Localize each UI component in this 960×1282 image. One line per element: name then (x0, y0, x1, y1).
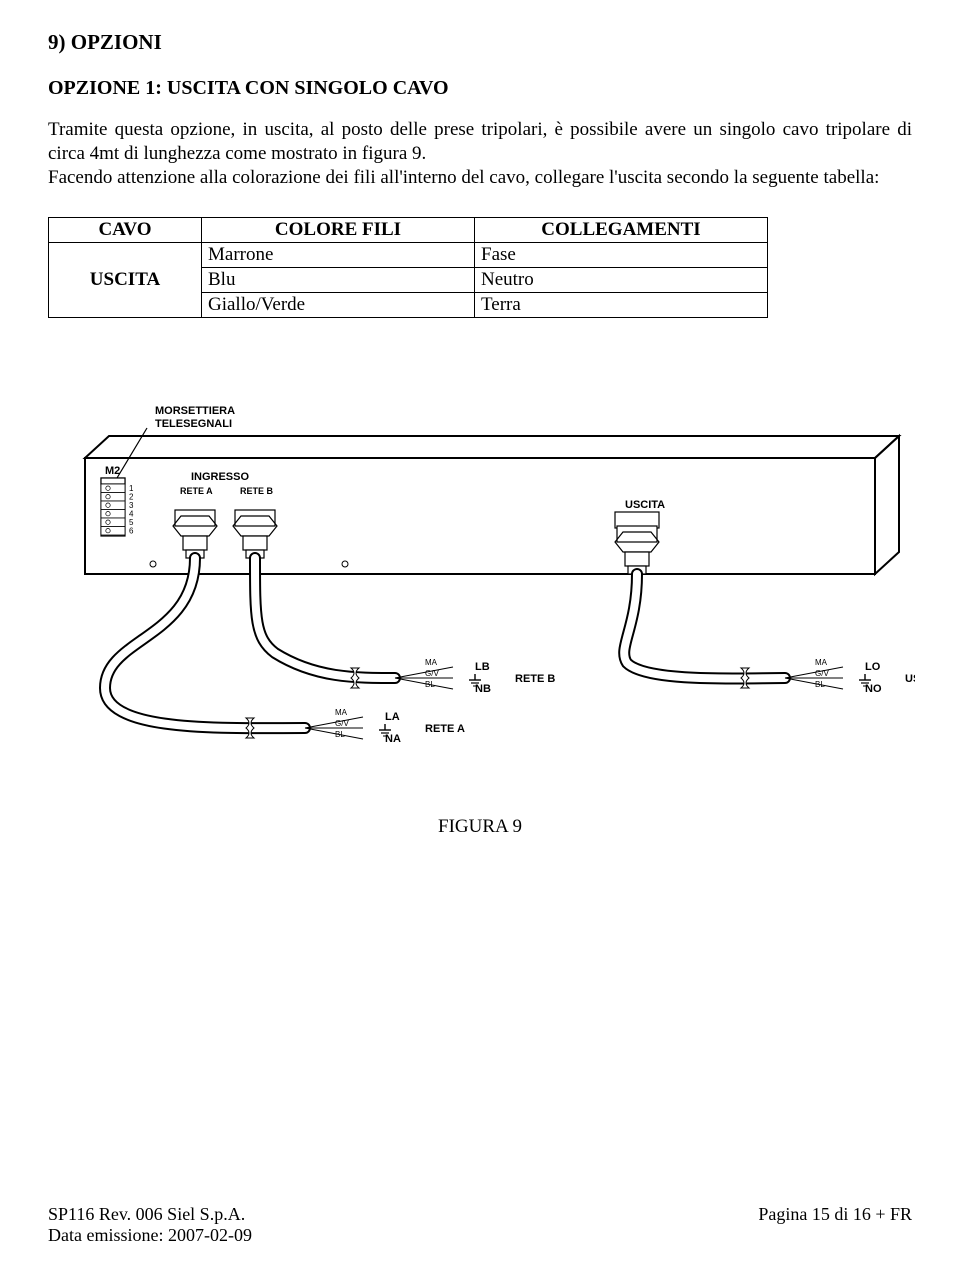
svg-text:MORSETTIERA: MORSETTIERA (155, 405, 235, 417)
svg-text:TELESEGNALI: TELESEGNALI (155, 418, 232, 430)
footer-date: Data emissione: 2007-02-09 (48, 1225, 252, 1245)
option-heading: OPZIONE 1: USCITA CON SINGOLO CAVO (48, 77, 912, 100)
wiring-table: CAVO COLORE FILI COLLEGAMENTI USCITA Mar… (48, 217, 768, 318)
svg-text:NB: NB (475, 683, 491, 695)
svg-text:6: 6 (129, 527, 134, 536)
figure-wrapper: MORSETTIERATELESEGNALIM2123456INGRESSORE… (48, 378, 912, 838)
section-heading: 9) OPZIONI (48, 30, 912, 55)
cell-color: Marrone (202, 243, 475, 268)
svg-text:USCITA: USCITA (625, 499, 665, 511)
cell-color: Blu (202, 268, 475, 293)
svg-text:BL: BL (335, 730, 345, 739)
svg-text:MA: MA (335, 708, 348, 717)
footer-page: Pagina 15 di 16 + FR (758, 1204, 912, 1246)
cell-conn: Fase (475, 243, 768, 268)
th-cavo: CAVO (49, 218, 202, 243)
footer-left: SP116 Rev. 006 Siel S.p.A. Data emission… (48, 1204, 252, 1246)
page: 9) OPZIONI OPZIONE 1: USCITA CON SINGOLO… (0, 0, 960, 1282)
svg-text:G/V: G/V (815, 669, 829, 678)
svg-text:NO: NO (865, 683, 882, 695)
svg-text:RETE A: RETE A (425, 723, 465, 735)
th-collegamenti: COLLEGAMENTI (475, 218, 768, 243)
svg-text:G/V: G/V (425, 669, 439, 678)
svg-text:LA: LA (385, 711, 400, 723)
footer-rev: SP116 Rev. 006 Siel S.p.A. (48, 1204, 245, 1224)
svg-text:BL: BL (815, 680, 825, 689)
svg-text:RETE B: RETE B (515, 673, 555, 685)
svg-text:M2: M2 (105, 465, 120, 477)
table-header-row: CAVO COLORE FILI COLLEGAMENTI (49, 218, 768, 243)
svg-text:MA: MA (425, 658, 438, 667)
figure-caption: FIGURA 9 (438, 816, 522, 838)
cell-group: USCITA (49, 243, 202, 318)
cell-color: Giallo/Verde (202, 293, 475, 318)
svg-text:RETE A: RETE A (180, 486, 213, 496)
svg-text:BL: BL (425, 680, 435, 689)
table-row: USCITA Marrone Fase (49, 243, 768, 268)
svg-text:USCITA: USCITA (905, 673, 915, 685)
intro-paragraph: Tramite questa opzione, in uscita, al po… (48, 118, 912, 189)
svg-text:RETE B: RETE B (240, 486, 274, 496)
cell-conn: Terra (475, 293, 768, 318)
svg-text:MA: MA (815, 658, 828, 667)
svg-text:LB: LB (475, 661, 490, 673)
svg-text:LO: LO (865, 661, 881, 673)
svg-text:INGRESSO: INGRESSO (191, 471, 250, 483)
cell-conn: Neutro (475, 268, 768, 293)
svg-text:NA: NA (385, 733, 401, 745)
page-footer: SP116 Rev. 006 Siel S.p.A. Data emission… (48, 1204, 912, 1246)
th-colore: COLORE FILI (202, 218, 475, 243)
wiring-diagram: MORSETTIERATELESEGNALIM2123456INGRESSORE… (45, 378, 915, 798)
svg-text:G/V: G/V (335, 719, 349, 728)
